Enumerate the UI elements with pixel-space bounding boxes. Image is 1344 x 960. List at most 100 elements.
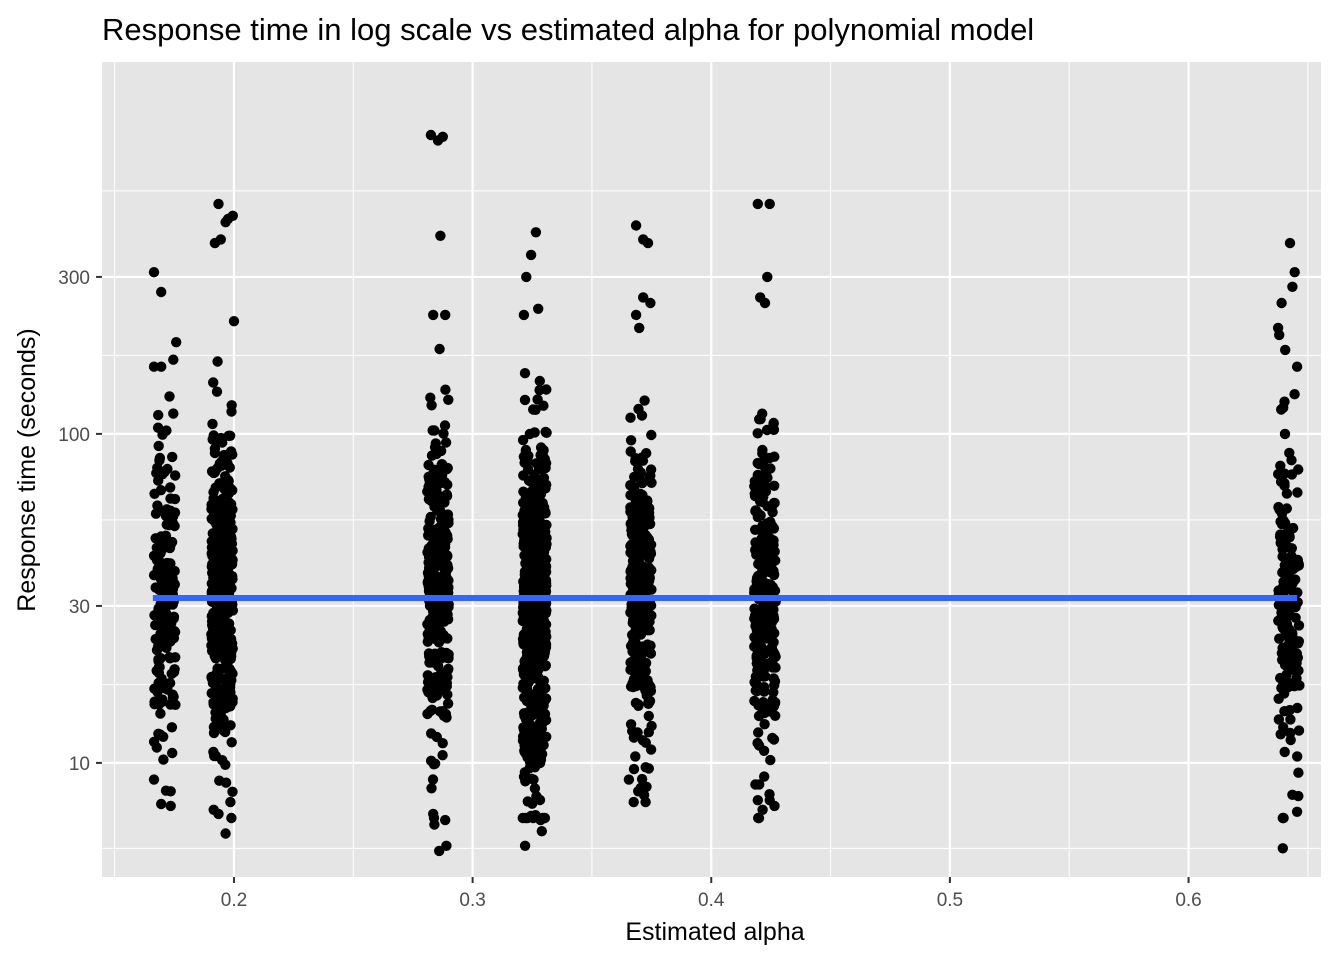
data-point — [643, 698, 654, 709]
data-point — [167, 451, 178, 463]
data-point — [768, 687, 779, 698]
data-point — [759, 771, 770, 782]
data-point — [154, 662, 165, 673]
data-point — [628, 665, 639, 677]
data-point — [1275, 614, 1286, 625]
data-point — [443, 575, 454, 586]
data-point — [518, 600, 529, 611]
data-point — [211, 386, 223, 397]
data-point — [630, 309, 642, 321]
data-point — [762, 472, 773, 483]
data-point — [625, 518, 636, 529]
data-point — [757, 804, 768, 815]
data-point — [155, 708, 166, 719]
data-point — [626, 529, 638, 540]
data-point — [641, 448, 652, 459]
data-point — [432, 505, 443, 516]
data-point — [435, 230, 446, 241]
data-point — [1273, 714, 1285, 725]
data-point — [441, 464, 452, 475]
data-point — [769, 451, 780, 462]
y-tick-label: 100 — [58, 425, 90, 446]
data-point — [539, 708, 551, 720]
data-point — [1275, 460, 1286, 471]
data-point — [1281, 503, 1293, 514]
data-point — [646, 429, 657, 441]
data-point — [755, 413, 766, 425]
data-point — [425, 511, 436, 523]
data-point — [627, 629, 638, 641]
data-point — [427, 685, 438, 697]
data-point — [206, 466, 218, 477]
data-point — [425, 392, 436, 403]
data-point — [226, 406, 237, 417]
data-point — [627, 507, 638, 518]
data-point — [528, 610, 540, 621]
data-point — [209, 750, 220, 762]
data-point — [1285, 714, 1296, 725]
data-point — [216, 460, 228, 471]
data-point — [1292, 702, 1303, 714]
data-point — [640, 737, 651, 748]
data-point — [525, 693, 536, 704]
x-tick-label: 0.4 — [698, 890, 725, 911]
data-point — [645, 539, 657, 550]
data-point — [538, 506, 549, 517]
data-point — [1279, 746, 1290, 758]
data-point — [638, 292, 649, 303]
data-point — [426, 566, 438, 577]
data-point — [539, 453, 550, 465]
data-point — [534, 375, 545, 387]
data-point — [645, 681, 656, 693]
data-point — [443, 653, 454, 664]
x-tick-label: 0.2 — [221, 890, 247, 911]
data-point — [535, 652, 546, 663]
data-point — [226, 812, 237, 824]
data-point — [165, 482, 176, 493]
data-point — [518, 629, 530, 640]
data-point — [630, 751, 641, 762]
data-point — [219, 654, 231, 666]
data-point — [634, 473, 645, 484]
data-point — [1279, 706, 1290, 717]
data-point — [529, 469, 540, 481]
data-point — [537, 538, 548, 549]
data-point — [764, 610, 776, 621]
data-point — [750, 685, 761, 696]
data-point — [166, 722, 178, 733]
data-point — [643, 710, 654, 722]
data-point — [165, 800, 176, 812]
data-point — [639, 395, 650, 406]
data-point — [212, 356, 223, 367]
data-point — [1287, 281, 1298, 292]
data-point — [1277, 843, 1289, 854]
data-point — [221, 684, 232, 696]
data-point — [155, 485, 167, 496]
data-point — [532, 683, 544, 695]
data-point — [752, 795, 763, 806]
data-point — [426, 613, 437, 624]
data-point — [207, 418, 218, 430]
data-point — [629, 481, 640, 493]
data-point — [435, 533, 447, 544]
data-point — [1289, 267, 1300, 278]
data-point — [155, 653, 166, 664]
data-point — [520, 776, 531, 787]
data-point — [164, 519, 175, 531]
data-point — [642, 237, 654, 249]
data-point — [218, 632, 229, 644]
data-point — [227, 210, 238, 221]
data-point — [157, 640, 168, 652]
x-tick-label: 0.6 — [1175, 890, 1201, 911]
data-point — [1293, 620, 1305, 631]
data-point — [625, 540, 636, 552]
data-point — [427, 774, 439, 785]
data-point — [539, 483, 550, 494]
data-point — [226, 533, 237, 544]
data-point — [1273, 501, 1284, 513]
data-point — [150, 582, 161, 593]
data-point — [167, 568, 178, 579]
data-point — [426, 783, 437, 794]
data-point — [644, 471, 655, 482]
data-point — [425, 479, 436, 490]
